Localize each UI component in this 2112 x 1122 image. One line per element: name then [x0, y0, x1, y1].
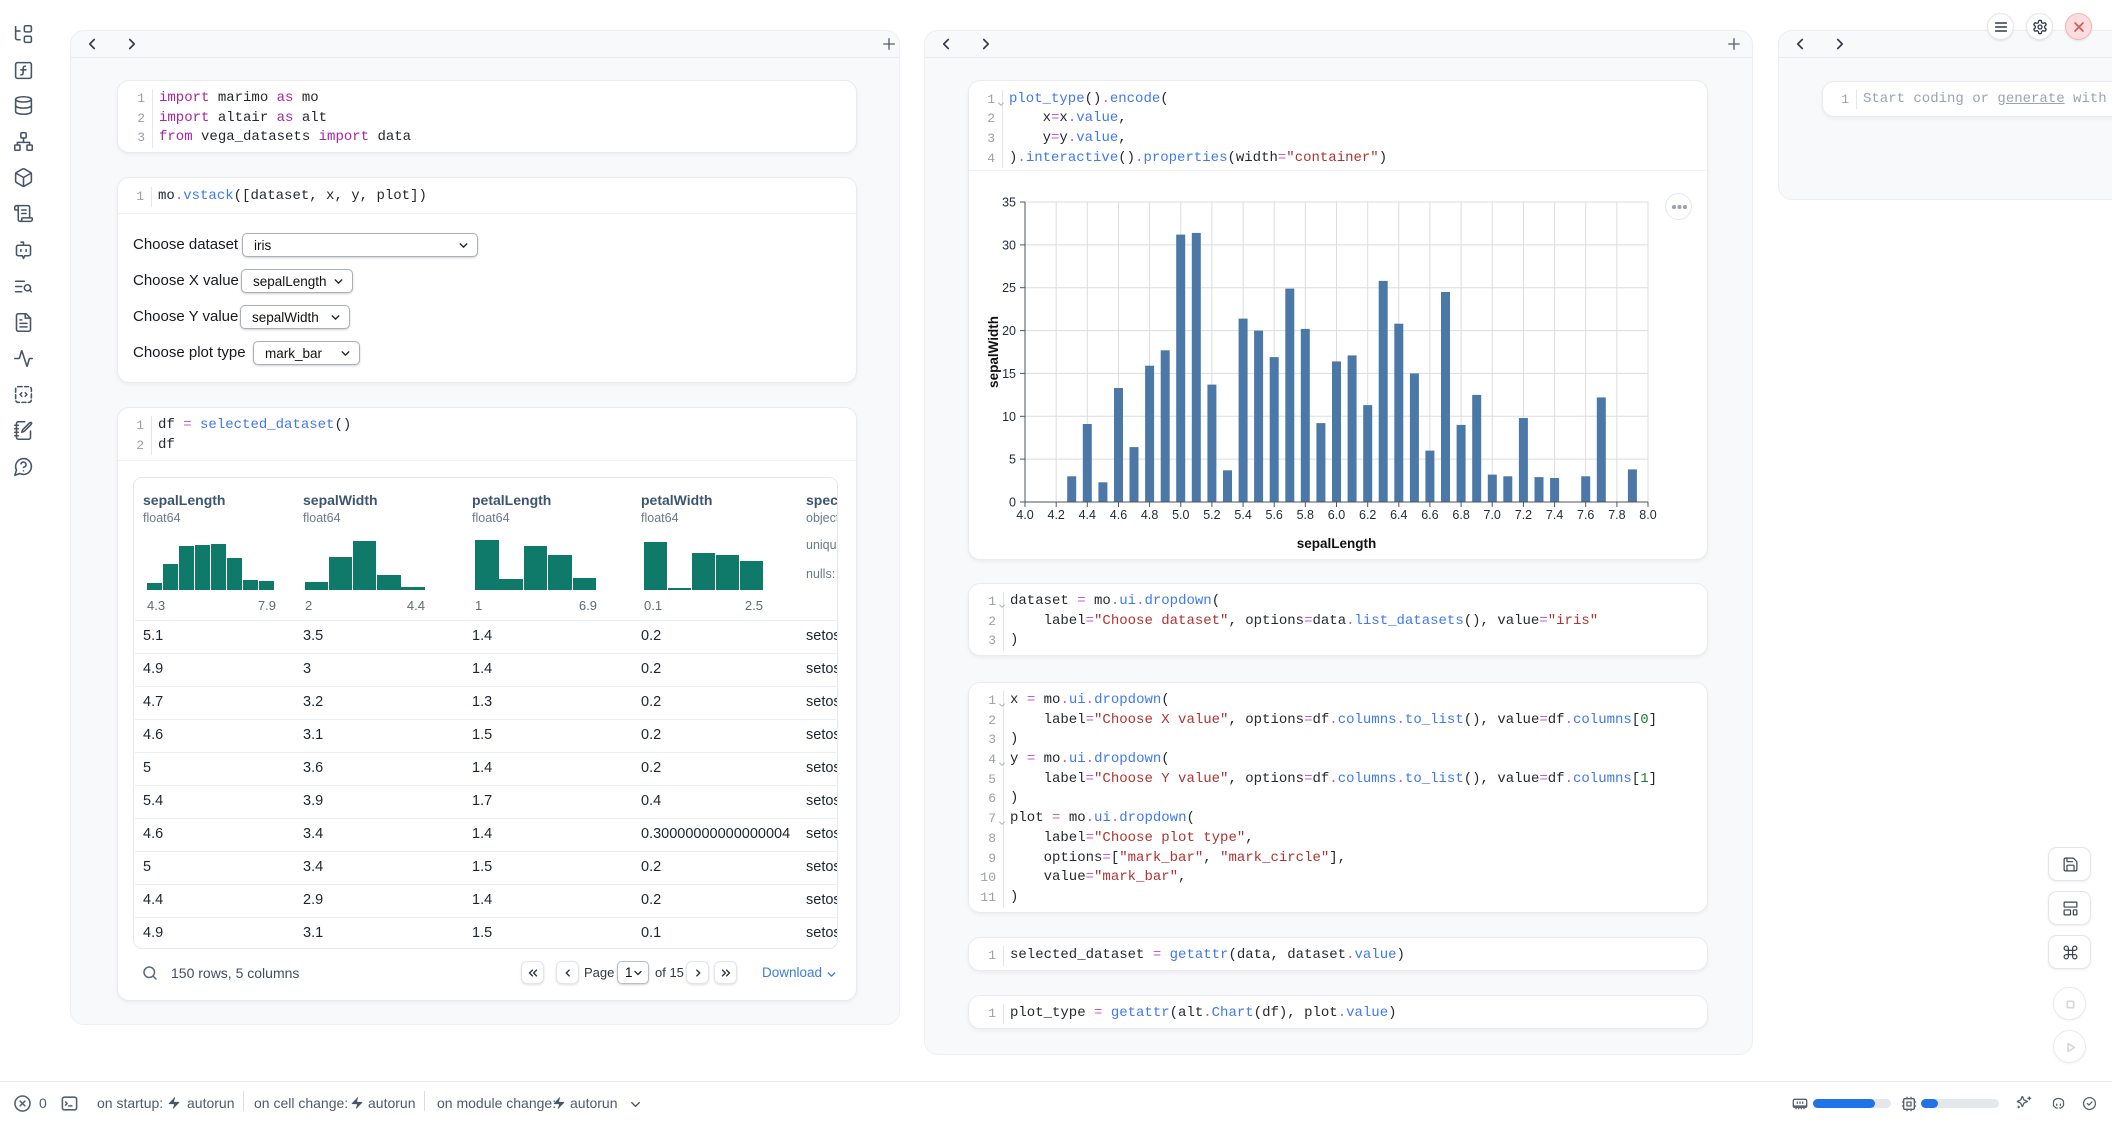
- svg-text:5: 5: [1009, 453, 1016, 467]
- svg-text:sepalWidth: sepalWidth: [986, 316, 1001, 388]
- svg-text:7.8: 7.8: [1608, 508, 1625, 522]
- svg-text:8.0: 8.0: [1639, 508, 1656, 522]
- svg-text:5.2: 5.2: [1203, 508, 1220, 522]
- svg-text:4.0: 4.0: [1016, 508, 1033, 522]
- svg-text:6.0: 6.0: [1328, 508, 1345, 522]
- svg-text:7.4: 7.4: [1546, 508, 1563, 522]
- svg-text:4.8: 4.8: [1141, 508, 1158, 522]
- svg-text:4.6: 4.6: [1110, 508, 1127, 522]
- svg-text:0: 0: [1009, 496, 1016, 510]
- svg-text:6.6: 6.6: [1421, 508, 1438, 522]
- svg-text:7.0: 7.0: [1484, 508, 1501, 522]
- svg-text:4.2: 4.2: [1048, 508, 1065, 522]
- svg-text:5.8: 5.8: [1297, 508, 1314, 522]
- svg-text:7.6: 7.6: [1577, 508, 1594, 522]
- svg-text:15: 15: [1002, 367, 1016, 381]
- svg-text:25: 25: [1002, 281, 1016, 295]
- svg-text:sepalLength: sepalLength: [1297, 536, 1377, 551]
- svg-text:20: 20: [1002, 324, 1016, 338]
- svg-text:6.8: 6.8: [1452, 508, 1469, 522]
- svg-text:6.4: 6.4: [1390, 508, 1407, 522]
- svg-text:5.0: 5.0: [1172, 508, 1189, 522]
- svg-text:10: 10: [1002, 410, 1016, 424]
- svg-text:35: 35: [1002, 196, 1016, 210]
- svg-text:5.6: 5.6: [1266, 508, 1283, 522]
- svg-text:7.2: 7.2: [1515, 508, 1532, 522]
- svg-text:6.2: 6.2: [1359, 508, 1376, 522]
- svg-text:5.4: 5.4: [1234, 508, 1251, 522]
- svg-text:30: 30: [1002, 238, 1016, 252]
- svg-text:4.4: 4.4: [1079, 508, 1096, 522]
